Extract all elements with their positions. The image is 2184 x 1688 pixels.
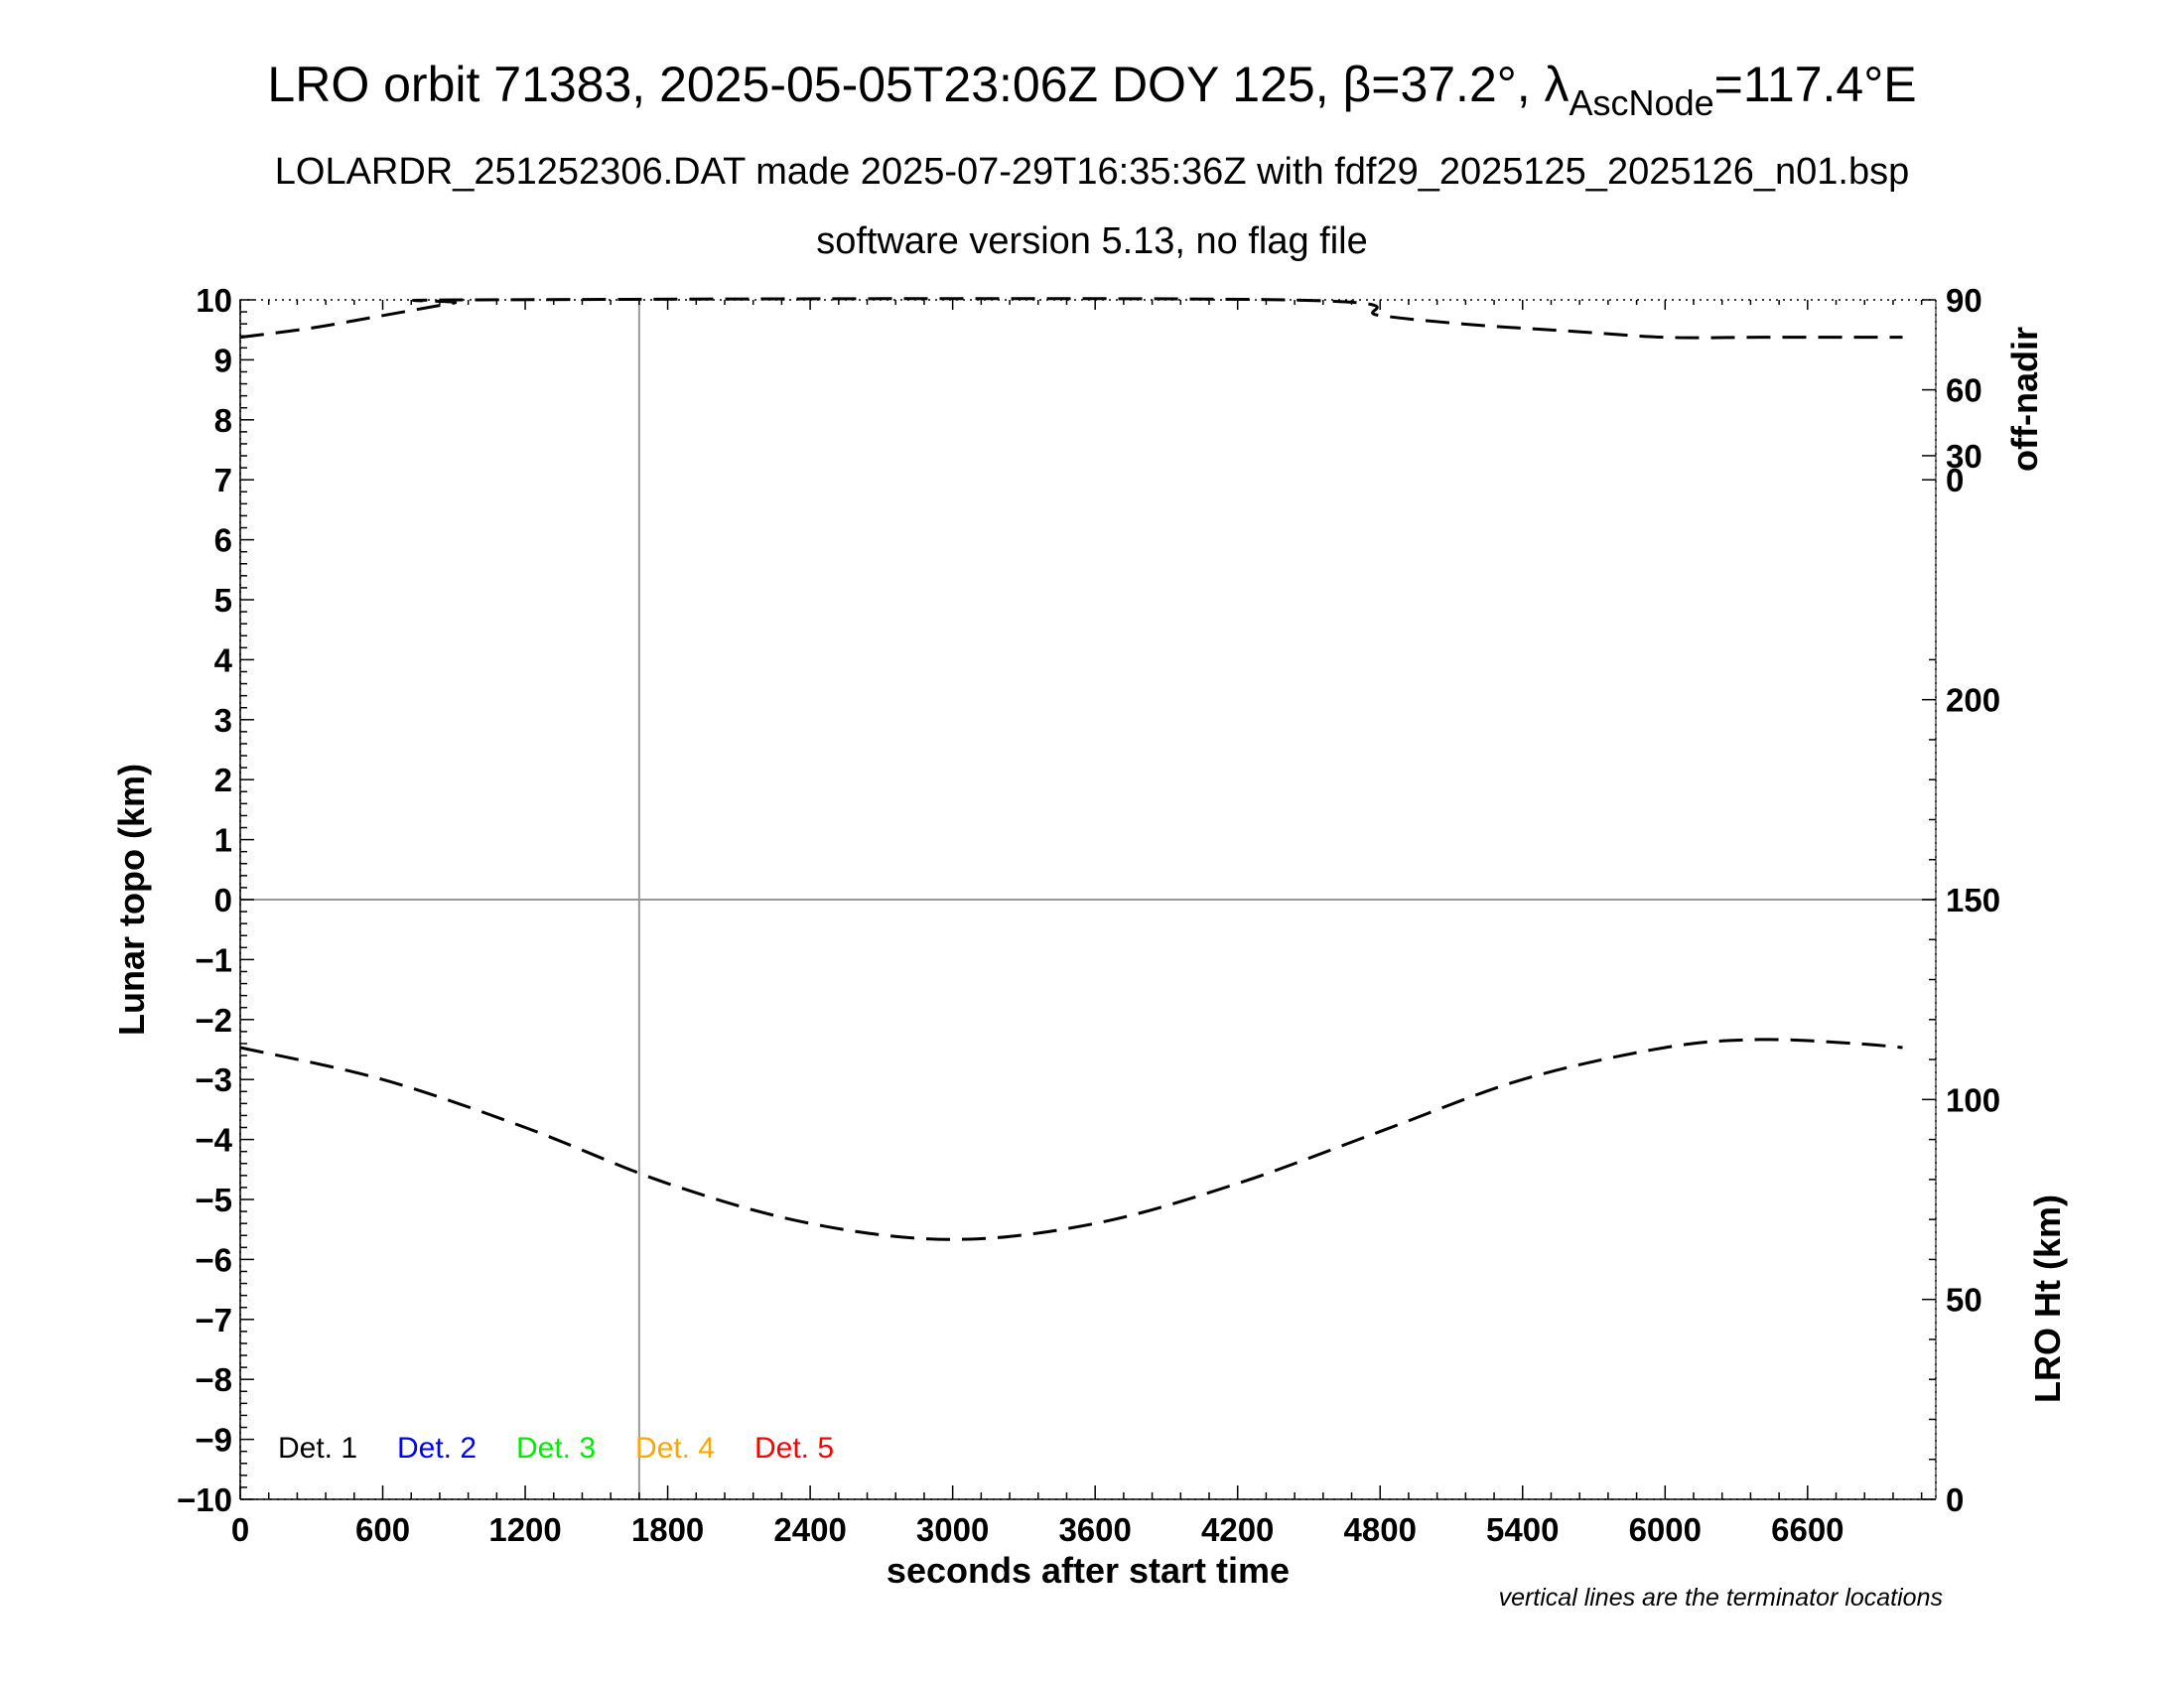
x-tick-label-7: 4200 <box>1201 1511 1274 1548</box>
legend-item-det-1: Det. 1 <box>278 1432 357 1465</box>
x-tick-label-6: 3600 <box>1058 1511 1131 1548</box>
height-tick-label-1: 50 <box>1946 1282 1982 1319</box>
x-tick-label-9: 5400 <box>1486 1511 1559 1548</box>
y-tick-label-4: 6 <box>214 522 232 559</box>
chart-title-main: LRO orbit 71383, 2025-05-05T23:06Z DOY 1… <box>267 57 1569 112</box>
y-tick-label-3: 7 <box>214 462 232 498</box>
x-axis-label: seconds after start time <box>887 1550 1290 1591</box>
y-tick-label-7: 3 <box>214 702 232 739</box>
height-tick-label-2: 100 <box>1946 1081 2000 1118</box>
height-tick-label-4: 200 <box>1946 682 2000 719</box>
y-tick-label-8: 2 <box>214 762 232 798</box>
plot-area <box>239 297 1937 1500</box>
off-nadir-tick-label-1: 30 <box>1946 438 1982 475</box>
x-tick-label-3: 1800 <box>631 1511 704 1548</box>
right-top-axis-ticks: 030 60 90 <box>1922 282 1982 498</box>
terminator-note: vertical lines are the terminator locati… <box>1499 1584 1943 1612</box>
x-tick-label-2: 1200 <box>488 1511 561 1548</box>
y-tick-label-6: 4 <box>214 641 233 678</box>
y-tick-label-16: −6 <box>195 1241 232 1278</box>
y-axis-label-left: Lunar topo (km) <box>111 764 152 1036</box>
x-tick-label-5: 3000 <box>916 1511 989 1548</box>
y-tick-label-1: 9 <box>214 342 232 378</box>
x-tick-label-10: 6000 <box>1629 1511 1702 1548</box>
lro-height-line <box>239 1038 1903 1241</box>
y-axis-label-right-bottom: LRO Ht (km) <box>2027 1195 2068 1403</box>
height-tick-label-3: 150 <box>1946 882 2000 918</box>
y-tick-label-13: −3 <box>195 1061 232 1098</box>
y-tick-label-12: −2 <box>195 1002 232 1039</box>
off-nadir-tick-label-3: 90 <box>1946 282 1982 319</box>
y-tick-label-11: −1 <box>195 941 232 978</box>
y-axis-label-right-top: off-nadir <box>2004 327 2045 472</box>
off-nadir-tick-label-2: 60 <box>1946 372 1982 409</box>
chart-subtitle-software: software version 5.13, no flag file <box>816 220 1368 262</box>
chart-title: LRO orbit 71383, 2025-05-05T23:06Z DOY 1… <box>267 57 1916 123</box>
y-tick-label-0: 10 <box>196 282 232 319</box>
y-tick-label-19: −9 <box>195 1422 232 1459</box>
y-tick-label-14: −4 <box>195 1122 232 1159</box>
x-tick-label-11: 6600 <box>1771 1511 1843 1548</box>
y-tick-label-20: −10 <box>177 1481 232 1518</box>
x-tick-label-1: 600 <box>355 1511 410 1548</box>
off-nadir-line <box>239 297 1903 340</box>
legend-item-det-3: Det. 3 <box>516 1432 596 1465</box>
legend: Det. 1 Det. 2 Det. 3 Det. 4 Det. 5 <box>278 1432 834 1465</box>
y-tick-label-9: 1 <box>214 822 232 859</box>
legend-item-det-2: Det. 2 <box>397 1432 477 1465</box>
legend-item-det-4: Det. 4 <box>635 1432 715 1465</box>
off-nadir-tick-label-0: 0 <box>1946 462 1964 498</box>
y-tick-label-5: 5 <box>214 582 232 619</box>
chart-title-tail: =117.4°E <box>1714 57 1917 112</box>
y-tick-label-10: 0 <box>214 882 232 918</box>
right-bottom-axis-ticks: 0 50 100 150 200 <box>1922 658 2000 1518</box>
x-tick-label-8: 4800 <box>1344 1511 1417 1548</box>
x-axis-ticks: 0 600 1200 1800 2400 3000 3600 4200 4800 5400 6000… <box>231 300 1923 1548</box>
x-tick-label-0: 0 <box>231 1511 249 1548</box>
y-tick-label-18: −8 <box>195 1361 232 1398</box>
y-tick-label-17: −7 <box>195 1302 232 1338</box>
chart-subtitle-file: LOLARDR_251252306.DAT made 2025-07-29T16… <box>275 151 1910 193</box>
height-tick-label-0: 0 <box>1946 1481 1964 1518</box>
x-tick-label-4: 2400 <box>773 1511 846 1548</box>
y-tick-label-15: −5 <box>195 1182 232 1218</box>
chart-title-subscript: AscNode <box>1570 82 1714 123</box>
y-tick-label-2: 8 <box>214 402 232 439</box>
legend-item-det-5: Det. 5 <box>754 1432 834 1465</box>
